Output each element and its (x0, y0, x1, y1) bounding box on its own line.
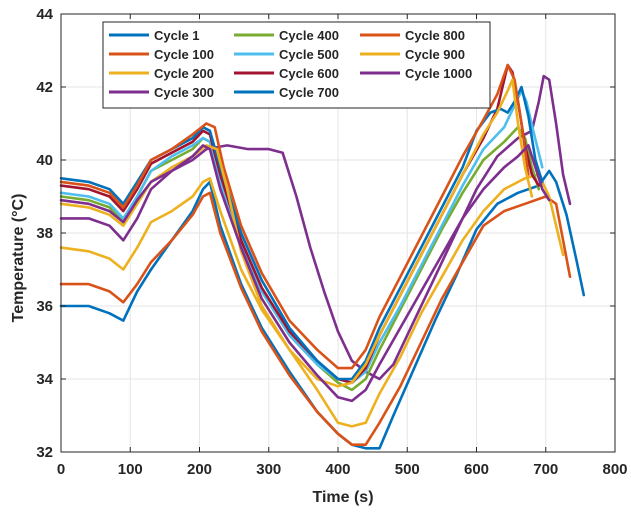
series-line (59, 173, 565, 428)
y-tick-label: 34 (36, 371, 53, 388)
x-tick-label: 100 (118, 461, 143, 478)
x-tick-label: 700 (533, 461, 558, 478)
x-tick-label: 400 (325, 461, 350, 478)
series-line (59, 89, 544, 385)
axis-ticks: 0 100 200 300 400 500 600 700 800 32 34 36 38 40 42 44 (36, 6, 627, 478)
y-tick-label: 42 (36, 79, 53, 96)
legend-label: Cycle 500 (279, 47, 339, 62)
legend-label: Cycle 700 (279, 85, 339, 100)
x-tick-label: 300 (256, 461, 281, 478)
x-tick-label: 500 (395, 461, 420, 478)
legend-label: Cycle 300 (154, 85, 214, 100)
legend-label: Cycle 800 (405, 28, 465, 43)
series-line (59, 63, 530, 370)
x-tick-label: 600 (464, 461, 489, 478)
legend: Cycle 1 Cycle 100 Cycle 200 Cycle 300 Cycle … (102, 21, 491, 109)
legend-label: Cycle 600 (279, 66, 339, 81)
y-tick-label: 38 (36, 225, 53, 242)
series-line (59, 144, 551, 403)
x-tick-label: 800 (602, 461, 627, 478)
legend-box (102, 21, 491, 109)
legend-label: Cycle 1 (154, 28, 200, 43)
legend-label: Cycle 1000 (405, 66, 472, 81)
y-tick-label: 44 (36, 6, 53, 23)
x-tick-label: 0 (57, 461, 65, 478)
legend-label: Cycle 400 (279, 28, 339, 43)
y-tick-label: 40 (36, 152, 53, 169)
y-tick-label: 36 (36, 298, 53, 315)
series-lines (59, 63, 586, 450)
series-line (59, 74, 572, 381)
series-line (59, 191, 572, 447)
y-axis-label: Temperature (°C) (10, 194, 27, 323)
y-tick-label: 32 (36, 444, 53, 461)
x-tick-label: 200 (187, 461, 212, 478)
legend-label: Cycle 900 (405, 47, 465, 62)
legend-label: Cycle 200 (154, 66, 214, 81)
x-axis-label: Time (s) (312, 489, 373, 506)
legend-label: Cycle 100 (154, 47, 214, 62)
